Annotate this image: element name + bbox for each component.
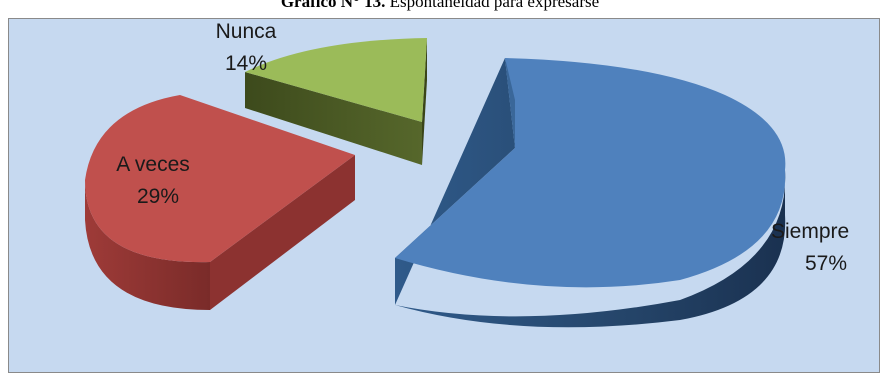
label-siempre-name: Siempre — [771, 220, 849, 243]
label-nunca-pct: 14% — [225, 52, 267, 75]
chart-title-rest: Espontaneidad para expresarse — [385, 0, 600, 11]
slice-siempre-side-left — [505, 58, 515, 148]
slice-siempre — [395, 58, 786, 328]
slice-nunca-side-right — [422, 38, 427, 165]
slice-a-veces-side-right — [210, 155, 355, 310]
slice-nunca — [245, 38, 427, 165]
label-a-veces-pct: 29% — [137, 185, 179, 208]
slice-siempre-top — [395, 58, 786, 288]
slice-a-veces-top — [85, 95, 355, 263]
chart-title: Gráfico N° 13. Espontaneidad para expres… — [0, 0, 880, 12]
slice-nunca-top — [245, 38, 427, 122]
slice-a-veces-side — [85, 180, 210, 310]
label-a-veces-name: A veces — [116, 153, 190, 176]
label-siempre-pct: 57% — [805, 252, 847, 275]
slice-a-veces — [85, 95, 355, 310]
label-nunca-name: Nunca — [216, 20, 277, 43]
slice-nunca-side — [245, 72, 422, 165]
slice-siempre-side — [395, 58, 786, 328]
chart-title-bold: Gráfico N° 13. — [280, 0, 386, 11]
